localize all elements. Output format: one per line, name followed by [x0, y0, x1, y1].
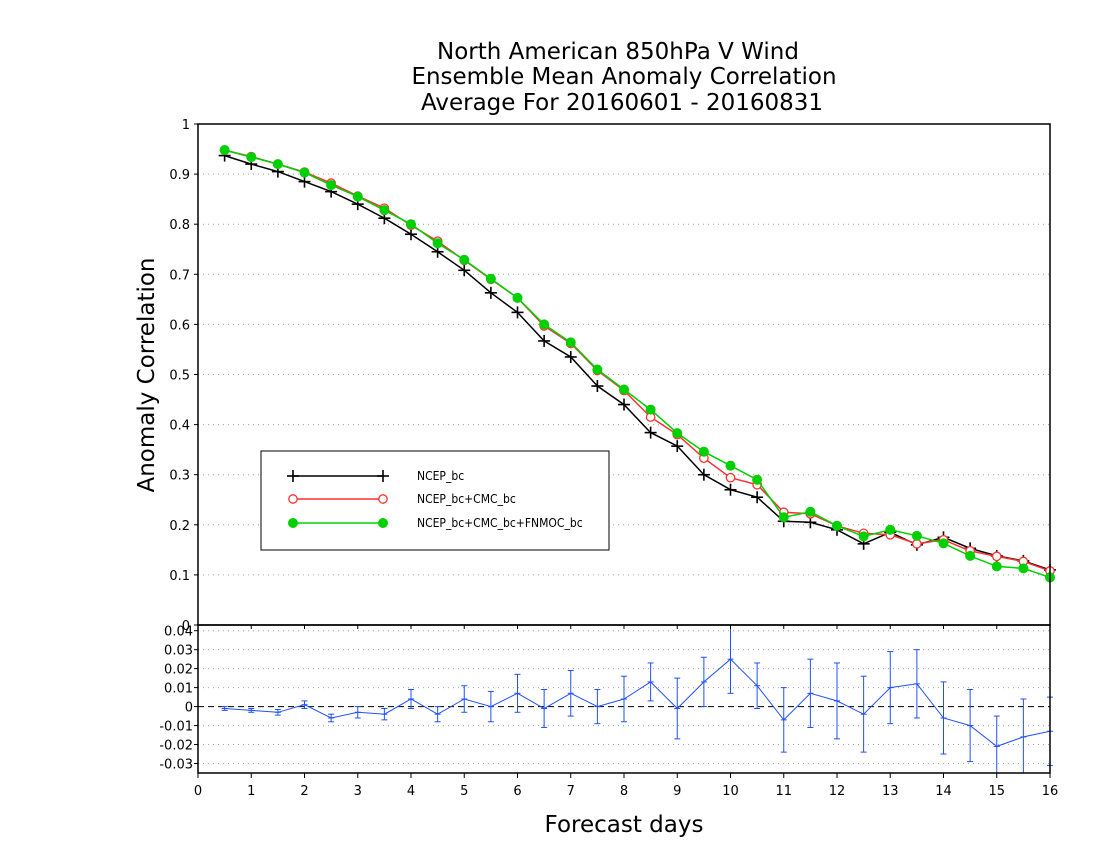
series-2-marker	[778, 512, 789, 523]
series-2-marker	[991, 561, 1002, 572]
upper-y-tick-label: 0	[182, 619, 190, 634]
x-tick-label: 12	[829, 784, 846, 799]
series-2-marker	[565, 337, 576, 348]
series-2-marker	[885, 524, 896, 535]
upper-gridlines	[198, 173, 1050, 576]
upper-y-tick-label: 0.2	[169, 519, 190, 534]
upper-y-tick-label: 0.4	[169, 419, 190, 434]
lower-y-tick-label: -0.01	[159, 720, 193, 735]
series-2-marker	[672, 428, 683, 439]
series-2-marker	[379, 205, 390, 216]
series-2-marker	[858, 531, 869, 542]
title-line-1: North American 850hPa V Wind	[437, 39, 799, 65]
x-tick-label: 2	[300, 784, 308, 799]
legend-box	[260, 450, 610, 551]
series-2-marker	[938, 538, 949, 549]
series-2-marker	[219, 145, 230, 156]
legend-marker-2	[288, 518, 298, 528]
upper-y-tick-label: 1	[182, 118, 190, 133]
series-2-marker	[805, 506, 816, 517]
series-2-marker	[832, 520, 842, 531]
x-tick-label: 7	[567, 784, 575, 799]
lower-y-tick-label: 0.01	[164, 682, 193, 697]
legend-label-1: NCEP_bc+CMC_bc	[417, 492, 516, 506]
x-axis-label: Forecast days	[545, 812, 704, 838]
upper-y-tick-label: 0.8	[169, 218, 190, 233]
x-tick-label: 5	[460, 784, 468, 799]
x-tick-label: 10	[722, 784, 739, 799]
y-axis-label: Anomaly Correlation	[134, 257, 160, 492]
x-tick-label: 6	[513, 784, 521, 799]
chart-title: North American 850hPa V Wind Ensemble Me…	[411, 39, 836, 116]
series-1-marker	[991, 551, 1002, 562]
legend-marker-1	[288, 494, 298, 504]
difference-line	[224, 658, 1051, 747]
legend-marker-2	[378, 518, 388, 528]
upper-y-tick-label: 0.7	[169, 268, 190, 283]
lower-y-tick-label: 0	[185, 701, 193, 716]
series-2-marker	[698, 446, 709, 457]
series-1-marker	[725, 472, 736, 483]
legend-marker-1	[378, 494, 388, 504]
x-tick-label: 15	[988, 784, 1005, 799]
series-2-marker	[592, 364, 603, 375]
legend-label-2: NCEP_bc+CMC_bc+FNMOC_bc	[417, 516, 583, 530]
title-line-3: Average For 20160601 - 20160831	[421, 90, 823, 116]
upper-y-tick-label: 0.5	[169, 369, 190, 384]
x-tick-label: 4	[407, 784, 415, 799]
series-2-marker	[965, 550, 976, 561]
x-tick-label: 3	[354, 784, 362, 799]
series-2-marker	[406, 219, 416, 230]
lower-y-tick-label: 0.03	[164, 644, 193, 659]
axes: 0 0.1 0.2 0.3 0.4 0.5 0.6 0.7 0.8 0.9 1 -0.03 -0.02 -…	[159, 118, 1058, 799]
x-tick-label: 11	[775, 784, 792, 799]
series-2-marker	[725, 460, 736, 471]
upper-y-tick-label: 0.1	[169, 569, 190, 584]
x-tick-label: 13	[882, 784, 899, 799]
series-2-marker	[352, 191, 363, 202]
legend: NCEP_bc NCEP_bc+CMC_bc NCEP_bc+CMC_bc+FNMO…	[260, 450, 610, 551]
series-2-marker	[645, 404, 656, 415]
upper-plot-area	[218, 145, 1056, 583]
series-2-marker	[539, 319, 550, 330]
x-tick-label: 0	[194, 784, 202, 799]
x-tick-label: 8	[620, 784, 628, 799]
x-tick-label: 16	[1042, 784, 1059, 799]
lower-plot-area	[221, 624, 1053, 773]
series-2-marker	[299, 167, 310, 178]
series-2-marker	[1018, 563, 1029, 574]
upper-y-tick-label: 0.6	[169, 318, 190, 333]
lower-y-tick-label: 0.04	[164, 625, 193, 640]
series-2-marker	[485, 273, 496, 284]
series-2-marker	[752, 474, 763, 485]
series-1-marker	[912, 538, 922, 549]
x-tick-label: 9	[673, 784, 681, 799]
x-tick-label: 1	[247, 784, 255, 799]
series-2-marker	[326, 180, 337, 191]
series-2-marker	[432, 238, 443, 249]
x-tick-label: 14	[935, 784, 952, 799]
upper-y-tick-label: 0.9	[169, 168, 190, 183]
upper-y-tick-label: 0.3	[169, 469, 190, 484]
lower-y-tick-label: -0.02	[159, 739, 193, 754]
legend-label-0: NCEP_bc	[417, 469, 464, 483]
series-2-marker	[246, 152, 257, 163]
series-2-marker	[619, 384, 629, 395]
lower-y-tick-label: -0.03	[159, 758, 193, 773]
series-2-marker	[459, 254, 470, 265]
lower-y-tick-label: 0.02	[164, 663, 193, 678]
title-line-2: Ensemble Mean Anomaly Correlation	[411, 64, 836, 90]
series-2-marker	[272, 159, 283, 170]
series-2-marker	[512, 292, 523, 303]
series-2-marker	[911, 530, 922, 541]
